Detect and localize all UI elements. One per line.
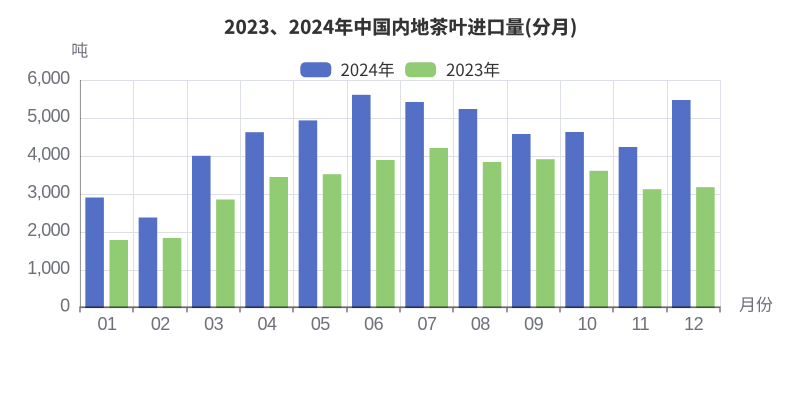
svg-text:4,000: 4,000 bbox=[27, 144, 70, 164]
svg-text:02: 02 bbox=[151, 314, 170, 334]
svg-text:3,000: 3,000 bbox=[27, 182, 70, 202]
svg-text:12: 12 bbox=[684, 314, 703, 334]
svg-text:6,000: 6,000 bbox=[27, 68, 70, 88]
svg-text:11: 11 bbox=[632, 314, 650, 334]
svg-text:0: 0 bbox=[60, 295, 70, 315]
svg-text:09: 09 bbox=[524, 314, 543, 334]
svg-text:06: 06 bbox=[364, 314, 383, 334]
svg-text:03: 03 bbox=[204, 314, 223, 334]
svg-text:05: 05 bbox=[311, 314, 330, 334]
svg-text:01: 01 bbox=[98, 314, 117, 334]
svg-text:10: 10 bbox=[578, 314, 597, 334]
svg-text:5,000: 5,000 bbox=[27, 106, 70, 126]
svg-text:08: 08 bbox=[471, 314, 490, 334]
svg-text:1,000: 1,000 bbox=[27, 258, 70, 278]
svg-text:04: 04 bbox=[258, 314, 277, 334]
svg-text:2,000: 2,000 bbox=[27, 220, 70, 240]
svg-text:07: 07 bbox=[418, 314, 437, 334]
